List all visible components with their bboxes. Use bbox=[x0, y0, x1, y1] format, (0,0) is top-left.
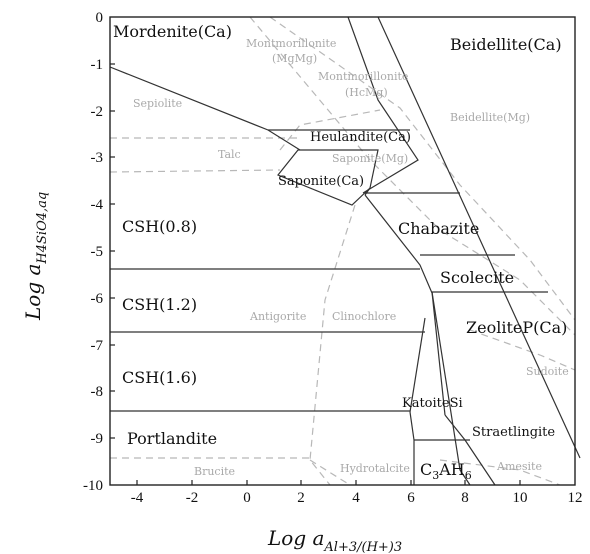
label-csh16: CSH(1.6) bbox=[122, 368, 197, 387]
x-tick-label: -4 bbox=[131, 490, 144, 506]
dash-9 bbox=[439, 459, 561, 486]
y-tick-label: -3 bbox=[91, 150, 104, 166]
line-main-diag bbox=[347, 16, 419, 194]
label-brucite: Brucite bbox=[194, 465, 235, 478]
y-tick-label: -2 bbox=[91, 104, 104, 120]
label-zeolite: ZeoliteP(Ca) bbox=[466, 318, 567, 337]
y-tick-label: -4 bbox=[91, 197, 104, 213]
label-amesite: Amesite bbox=[496, 460, 542, 473]
metastable-phase-labels: Montmorillonite (MgMg) Montmorillonite (… bbox=[133, 37, 569, 478]
label-sepiolite: Sepiolite bbox=[133, 97, 182, 110]
label-talc: Talc bbox=[218, 148, 241, 161]
line-zeolite-bound bbox=[431, 291, 471, 486]
x-tick-labels: -4 -2 0 2 4 6 8 10 12 bbox=[131, 490, 583, 506]
y-tick-label: -9 bbox=[91, 431, 104, 447]
label-saponite-ca: Saponite(Ca) bbox=[278, 174, 364, 189]
label-beidellite-mg: Beidellite(Mg) bbox=[450, 111, 530, 124]
label-mont-mgmg-1: Montmorillonite bbox=[246, 37, 336, 50]
label-chabazite: Chabazite bbox=[398, 219, 479, 238]
line-kat-right bbox=[431, 291, 446, 416]
dash-8 bbox=[469, 329, 576, 371]
label-beidellite-ca: Beidellite(Ca) bbox=[450, 35, 562, 54]
metastable-boundaries bbox=[109, 16, 576, 486]
y-axis-title: Log aH4SiO4,aq bbox=[21, 192, 50, 321]
label-csh12: CSH(1.2) bbox=[122, 295, 197, 314]
x-tick-label: 2 bbox=[297, 490, 305, 506]
label-heulandite: Heulandite(Ca) bbox=[310, 130, 411, 145]
label-c3ah6: C3AH6 bbox=[420, 460, 472, 482]
label-clinochlore: Clinochlore bbox=[332, 310, 396, 323]
plot-frame bbox=[109, 16, 576, 486]
label-csh08: CSH(0.8) bbox=[122, 217, 197, 236]
x-tick-label: -2 bbox=[186, 490, 199, 506]
x-tick-label: 12 bbox=[568, 490, 583, 506]
label-straetlingite: Straetlingite bbox=[472, 425, 555, 440]
line-kat-left bbox=[409, 317, 426, 413]
label-mordenite: Mordenite(Ca) bbox=[113, 22, 232, 41]
label-sudoite: Sudoite bbox=[526, 365, 569, 378]
label-saponite-mg: Saponite(Mg) bbox=[332, 152, 408, 165]
y-tick-labels: 0 -1 -2 -3 -4 -5 -6 -7 -8 -9 -10 bbox=[83, 10, 103, 494]
y-tick-label: -6 bbox=[91, 291, 104, 307]
y-tick-label: 0 bbox=[96, 10, 104, 26]
x-tick-marks bbox=[136, 480, 521, 485]
dash-2 bbox=[249, 16, 576, 336]
y-tick-marks bbox=[110, 63, 115, 439]
stable-boundaries bbox=[109, 16, 581, 486]
y-tick-label: -7 bbox=[91, 338, 104, 354]
y-tick-label: -10 bbox=[83, 478, 103, 494]
dash-4 bbox=[109, 169, 281, 173]
y-tick-label: -8 bbox=[91, 384, 104, 400]
label-antigorite: Antigorite bbox=[249, 310, 306, 323]
stable-phase-labels: Mordenite(Ca) Beidellite(Ca) Heulandite(… bbox=[113, 22, 567, 482]
x-tick-label: 10 bbox=[513, 490, 528, 506]
dash-7 bbox=[309, 459, 351, 486]
label-mont-hcmg-2: (HcMg) bbox=[345, 86, 388, 99]
line-beidellite-diag bbox=[377, 16, 581, 459]
dash-5 bbox=[309, 204, 356, 486]
label-hydrotalcite: Hydrotalcite bbox=[340, 462, 410, 475]
x-tick-label: 6 bbox=[407, 490, 415, 506]
label-mont-mgmg-2: (MgMg) bbox=[272, 52, 317, 65]
line-strat bbox=[444, 414, 496, 486]
line-saponite-pent bbox=[277, 149, 379, 206]
dash-10 bbox=[279, 109, 381, 151]
line-c3ah-left bbox=[409, 411, 415, 485]
label-katoite: KatoiteSi bbox=[402, 396, 463, 411]
x-axis-title: Log aAl+3/(H+)3 bbox=[267, 526, 402, 554]
label-scolecite: Scolecite bbox=[440, 268, 514, 287]
x-tick-label: 4 bbox=[352, 490, 360, 506]
x-tick-label: 0 bbox=[243, 490, 251, 506]
dash-1 bbox=[269, 16, 576, 321]
label-mont-hcmg-1: Montmorillonite bbox=[318, 70, 408, 83]
y-tick-label: -1 bbox=[91, 57, 104, 73]
label-portlandite: Portlandite bbox=[127, 429, 217, 448]
x-tick-label: 8 bbox=[461, 490, 469, 506]
line-ridge bbox=[364, 194, 433, 294]
y-tick-label: -5 bbox=[91, 244, 104, 260]
